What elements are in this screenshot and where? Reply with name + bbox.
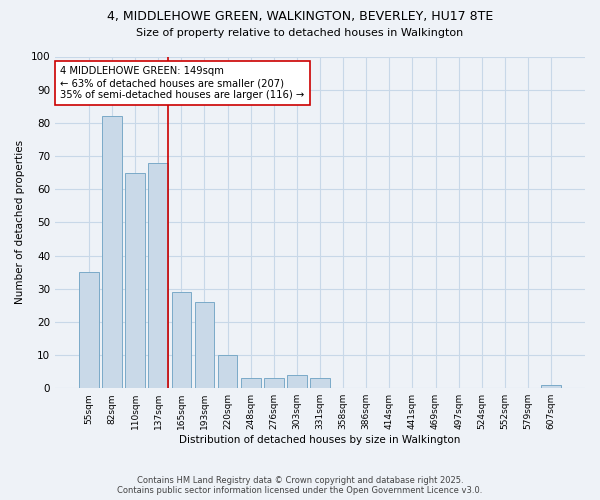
Bar (79, 272, 99, 388)
Y-axis label: Number of detached properties: Number of detached properties (15, 140, 25, 304)
Text: 4, MIDDLEHOWE GREEN, WALKINGTON, BEVERLEY, HU17 8TE: 4, MIDDLEHOWE GREEN, WALKINGTON, BEVERLE… (107, 10, 493, 23)
Bar (218, 355, 238, 388)
Text: 4 MIDDLEHOWE GREEN: 149sqm
← 63% of detached houses are smaller (207)
35% of sem: 4 MIDDLEHOWE GREEN: 149sqm ← 63% of deta… (61, 66, 305, 100)
Bar (264, 378, 284, 388)
Bar (287, 375, 307, 388)
Bar (241, 378, 260, 388)
X-axis label: Distribution of detached houses by size in Walkington: Distribution of detached houses by size … (179, 435, 461, 445)
Bar (541, 385, 561, 388)
Text: Contains HM Land Registry data © Crown copyright and database right 2025.
Contai: Contains HM Land Registry data © Crown c… (118, 476, 482, 495)
Bar (125, 172, 145, 388)
Bar (102, 116, 122, 388)
Bar (172, 292, 191, 388)
Text: Size of property relative to detached houses in Walkington: Size of property relative to detached ho… (136, 28, 464, 38)
Bar (148, 162, 168, 388)
Bar (310, 378, 330, 388)
Bar (194, 302, 214, 388)
